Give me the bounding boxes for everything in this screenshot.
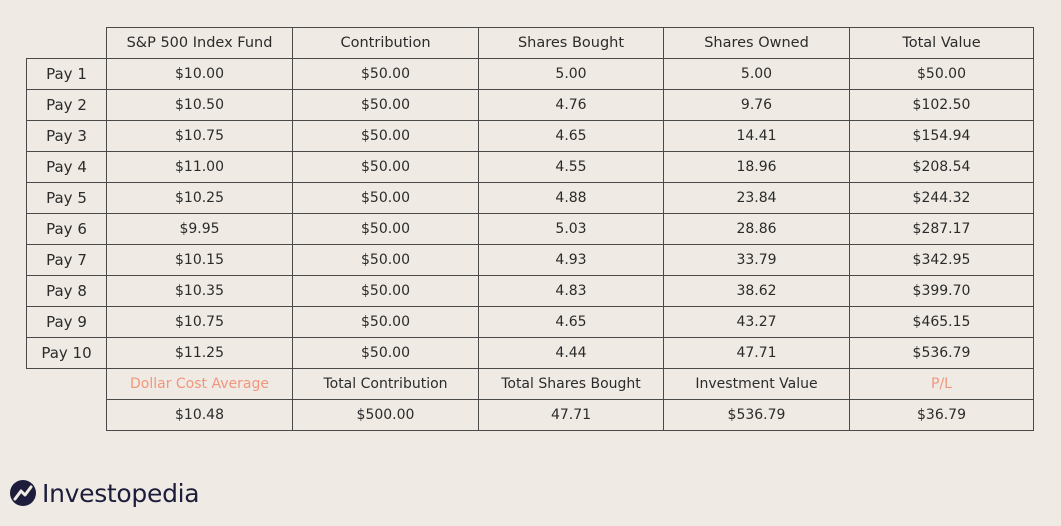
summary-label-row: Dollar Cost Average Total Contribution Tot…: [26, 368, 1034, 400]
price-cell: $10.00: [106, 58, 293, 90]
row-label: Pay 10: [26, 337, 107, 369]
header-shares-owned: Shares Owned: [663, 27, 850, 59]
total-contribution-value: $500.00: [292, 399, 479, 431]
table-row: Pay 9 $10.75 $50.00 4.65 43.27 $465.15: [26, 306, 1034, 338]
row-label: Pay 1: [26, 58, 107, 90]
header-total-value: Total Value: [849, 27, 1034, 59]
total-value-cell: $399.70: [849, 275, 1034, 307]
dollar-cost-average-label: Dollar Cost Average: [106, 368, 293, 400]
table-row: Pay 7 $10.15 $50.00 4.93 33.79 $342.95: [26, 244, 1034, 276]
investopedia-logo-mark-icon: [8, 478, 38, 508]
shares-owned-cell: 18.96: [663, 151, 850, 183]
shares-owned-cell: 33.79: [663, 244, 850, 276]
table-row: Pay 3 $10.75 $50.00 4.65 14.41 $154.94: [26, 120, 1034, 152]
table-row: Pay 1 $10.00 $50.00 5.00 5.00 $50.00: [26, 58, 1034, 90]
total-contribution-label: Total Contribution: [292, 368, 479, 400]
price-cell: $9.95: [106, 213, 293, 245]
table-row: Pay 5 $10.25 $50.00 4.88 23.84 $244.32: [26, 182, 1034, 214]
total-value-cell: $465.15: [849, 306, 1034, 338]
total-value-cell: $50.00: [849, 58, 1034, 90]
row-label: Pay 4: [26, 151, 107, 183]
shares-bought-cell: 5.00: [478, 58, 664, 90]
table-row: Pay 2 $10.50 $50.00 4.76 9.76 $102.50: [26, 89, 1034, 121]
table-row: Pay 4 $11.00 $50.00 4.55 18.96 $208.54: [26, 151, 1034, 183]
shares-owned-cell: 43.27: [663, 306, 850, 338]
row-label: Pay 8: [26, 275, 107, 307]
total-value-cell: $342.95: [849, 244, 1034, 276]
total-value-cell: $154.94: [849, 120, 1034, 152]
profit-loss-label: P/L: [849, 368, 1034, 400]
shares-bought-cell: 4.65: [478, 120, 664, 152]
price-cell: $10.75: [106, 120, 293, 152]
header-contribution: Contribution: [292, 27, 479, 59]
price-cell: $10.35: [106, 275, 293, 307]
shares-bought-cell: 4.93: [478, 244, 664, 276]
contribution-cell: $50.00: [292, 182, 479, 214]
header-fund: S&P 500 Index Fund: [106, 27, 293, 59]
shares-owned-cell: 5.00: [663, 58, 850, 90]
header-shares-bought: Shares Bought: [478, 27, 664, 59]
investment-value-label: Investment Value: [663, 368, 850, 400]
shares-owned-cell: 14.41: [663, 120, 850, 152]
price-cell: $10.25: [106, 182, 293, 214]
table-row: Pay 6 $9.95 $50.00 5.03 28.86 $287.17: [26, 213, 1034, 245]
contribution-cell: $50.00: [292, 275, 479, 307]
brand-name: Investopedia: [42, 478, 200, 508]
contribution-cell: $50.00: [292, 120, 479, 152]
profit-loss-value: $36.79: [849, 399, 1034, 431]
contribution-cell: $50.00: [292, 58, 479, 90]
shares-bought-cell: 4.55: [478, 151, 664, 183]
contribution-cell: $50.00: [292, 151, 479, 183]
contribution-cell: $50.00: [292, 244, 479, 276]
shares-bought-cell: 4.88: [478, 182, 664, 214]
summary-value-row: $10.48 $500.00 47.71 $536.79 $36.79: [26, 399, 1034, 431]
row-label: Pay 7: [26, 244, 107, 276]
row-label: Pay 3: [26, 120, 107, 152]
investment-value-value: $536.79: [663, 399, 850, 431]
total-value-cell: $244.32: [849, 182, 1034, 214]
total-value-cell: $102.50: [849, 89, 1034, 121]
total-value-cell: $208.54: [849, 151, 1034, 183]
shares-bought-cell: 4.76: [478, 89, 664, 121]
corner-cell: [26, 27, 107, 59]
header-row: S&P 500 Index Fund Contribution Shares B…: [26, 27, 1034, 59]
total-value-cell: $536.79: [849, 337, 1034, 369]
dollar-cost-averaging-table: S&P 500 Index Fund Contribution Shares B…: [26, 27, 1034, 431]
shares-bought-cell: 5.03: [478, 213, 664, 245]
row-label: Pay 5: [26, 182, 107, 214]
shares-owned-cell: 23.84: [663, 182, 850, 214]
contribution-cell: $50.00: [292, 306, 479, 338]
contribution-cell: $50.00: [292, 213, 479, 245]
shares-owned-cell: 38.62: [663, 275, 850, 307]
shares-owned-cell: 28.86: [663, 213, 850, 245]
total-shares-bought-value: 47.71: [478, 399, 664, 431]
total-shares-bought-label: Total Shares Bought: [478, 368, 664, 400]
row-label: Pay 6: [26, 213, 107, 245]
summary-spacer-cell: [26, 368, 107, 400]
summary-spacer-cell: [26, 399, 107, 431]
row-label: Pay 9: [26, 306, 107, 338]
shares-owned-cell: 47.71: [663, 337, 850, 369]
table-row: Pay 8 $10.35 $50.00 4.83 38.62 $399.70: [26, 275, 1034, 307]
total-value-cell: $287.17: [849, 213, 1034, 245]
price-cell: $10.50: [106, 89, 293, 121]
price-cell: $11.25: [106, 337, 293, 369]
contribution-cell: $50.00: [292, 89, 479, 121]
price-cell: $11.00: [106, 151, 293, 183]
table-row: Pay 10 $11.25 $50.00 4.44 47.71 $536.79: [26, 337, 1034, 369]
investopedia-logo: Investopedia: [8, 478, 200, 508]
table-body: S&P 500 Index Fund Contribution Shares B…: [26, 27, 1034, 431]
contribution-cell: $50.00: [292, 337, 479, 369]
shares-owned-cell: 9.76: [663, 89, 850, 121]
shares-bought-cell: 4.65: [478, 306, 664, 338]
row-label: Pay 2: [26, 89, 107, 121]
shares-bought-cell: 4.83: [478, 275, 664, 307]
price-cell: $10.15: [106, 244, 293, 276]
price-cell: $10.75: [106, 306, 293, 338]
shares-bought-cell: 4.44: [478, 337, 664, 369]
dollar-cost-average-value: $10.48: [106, 399, 293, 431]
